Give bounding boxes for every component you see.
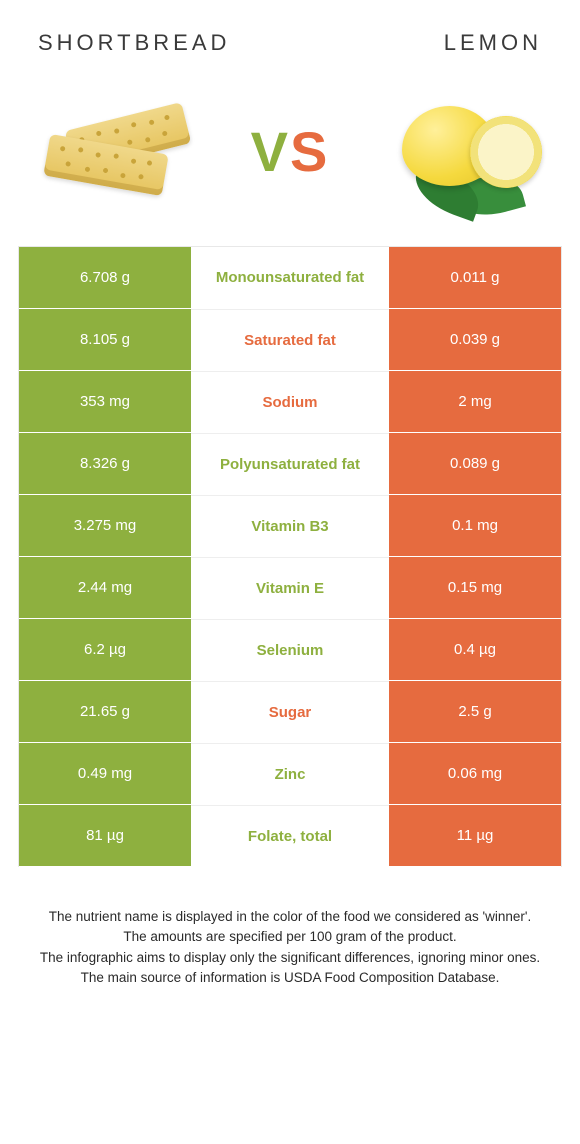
vs-label: VS (251, 119, 330, 184)
table-row: 21.65 gSugar2.5 g (19, 681, 561, 743)
footer-line: The nutrient name is displayed in the co… (28, 907, 552, 927)
right-value: 0.06 mg (389, 743, 561, 804)
left-value: 8.326 g (19, 433, 191, 494)
table-row: 2.44 mgVitamin E0.15 mg (19, 557, 561, 619)
right-food-image (382, 86, 552, 216)
right-value: 0.15 mg (389, 557, 561, 618)
table-row: 81 µgFolate, total11 µg (19, 805, 561, 867)
right-value: 0.089 g (389, 433, 561, 494)
footer-line: The infographic aims to display only the… (28, 948, 552, 968)
table-row: 8.326 gPolyunsaturated fat0.089 g (19, 433, 561, 495)
right-value: 0.1 mg (389, 495, 561, 556)
nutrient-label: Zinc (191, 743, 389, 804)
left-value: 6.2 µg (19, 619, 191, 680)
table-row: 3.275 mgVitamin B30.1 mg (19, 495, 561, 557)
left-value: 6.708 g (19, 247, 191, 308)
right-value: 11 µg (389, 805, 561, 866)
right-value: 0.4 µg (389, 619, 561, 680)
table-row: 6.2 µgSelenium0.4 µg (19, 619, 561, 681)
vs-s: S (290, 119, 329, 184)
right-value: 2.5 g (389, 681, 561, 742)
left-value: 2.44 mg (19, 557, 191, 618)
left-value: 81 µg (19, 805, 191, 866)
vs-v: V (251, 119, 290, 184)
hero-row: VS (18, 76, 562, 246)
nutrient-label: Polyunsaturated fat (191, 433, 389, 494)
left-food-title: SHORTBREAD (38, 30, 230, 56)
right-value: 0.039 g (389, 309, 561, 370)
footer-notes: The nutrient name is displayed in the co… (18, 867, 562, 988)
table-row: 0.49 mgZinc0.06 mg (19, 743, 561, 805)
nutrient-label: Folate, total (191, 805, 389, 866)
nutrient-label: Monounsaturated fat (191, 247, 389, 308)
table-row: 8.105 gSaturated fat0.039 g (19, 309, 561, 371)
footer-line: The main source of information is USDA F… (28, 968, 552, 988)
nutrient-label: Selenium (191, 619, 389, 680)
right-value: 2 mg (389, 371, 561, 432)
nutrient-label: Saturated fat (191, 309, 389, 370)
table-row: 6.708 gMonounsaturated fat0.011 g (19, 247, 561, 309)
comparison-table: 6.708 gMonounsaturated fat0.011 g8.105 g… (18, 246, 562, 867)
left-food-image (28, 86, 198, 216)
left-value: 0.49 mg (19, 743, 191, 804)
left-value: 3.275 mg (19, 495, 191, 556)
nutrient-label: Sodium (191, 371, 389, 432)
left-value: 21.65 g (19, 681, 191, 742)
right-value: 0.011 g (389, 247, 561, 308)
nutrient-label: Sugar (191, 681, 389, 742)
footer-line: The amounts are specified per 100 gram o… (28, 927, 552, 947)
right-food-title: LEMON (444, 30, 542, 56)
nutrient-label: Vitamin E (191, 557, 389, 618)
nutrient-label: Vitamin B3 (191, 495, 389, 556)
left-value: 353 mg (19, 371, 191, 432)
left-value: 8.105 g (19, 309, 191, 370)
table-row: 353 mgSodium2 mg (19, 371, 561, 433)
header: SHORTBREAD LEMON (18, 30, 562, 76)
